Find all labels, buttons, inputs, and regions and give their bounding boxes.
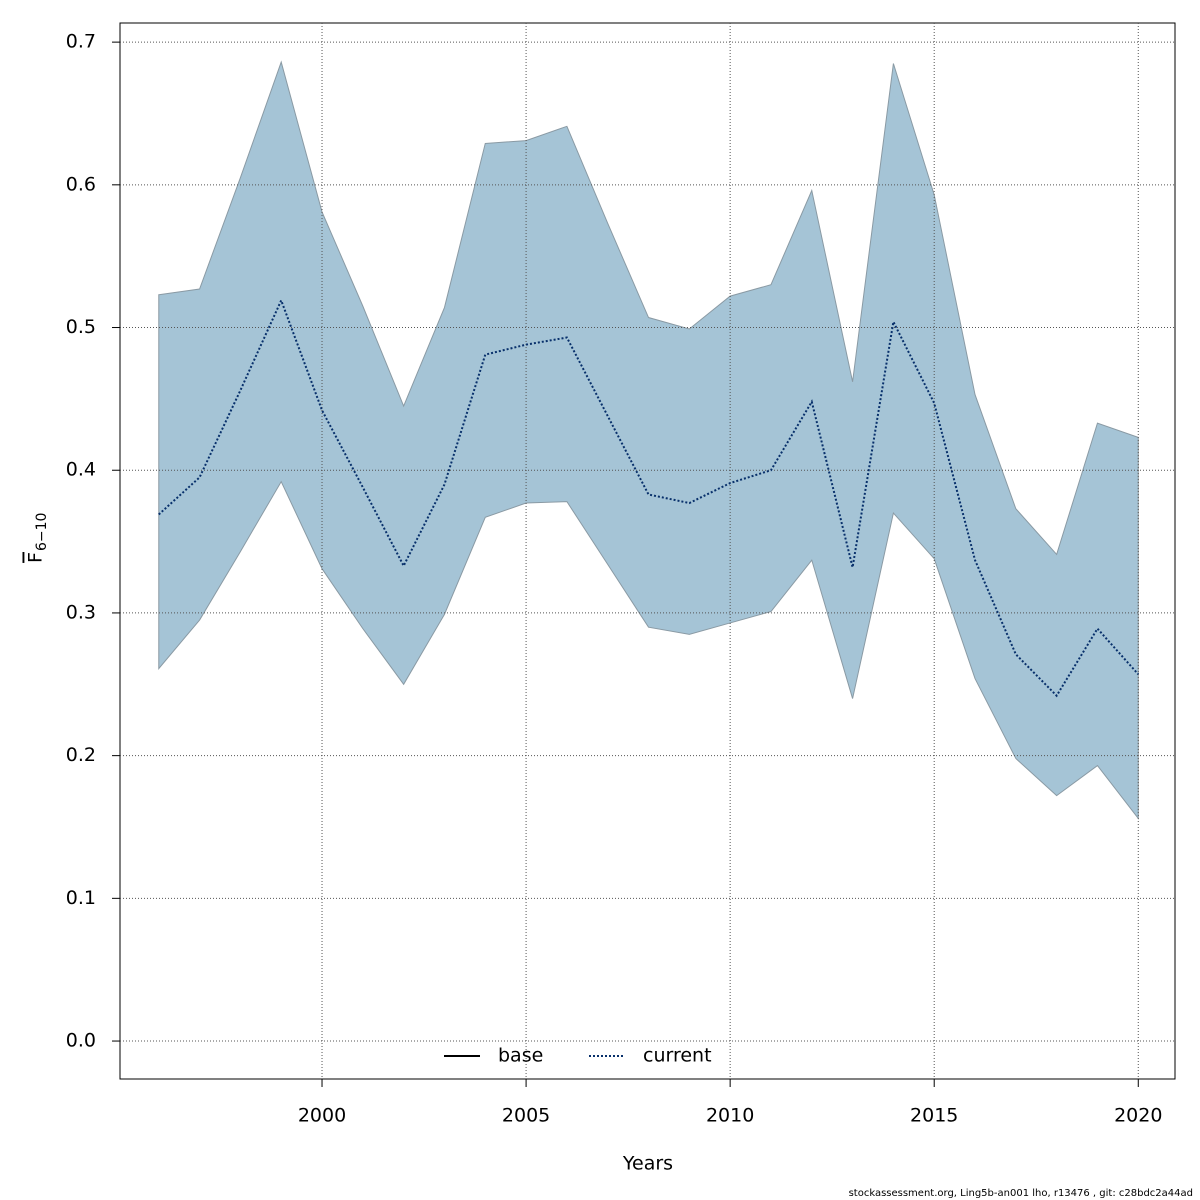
y-axis-label: F 6−10 xyxy=(25,513,51,563)
legend-label: current xyxy=(643,1045,712,1067)
y-tick-label: 0.0 xyxy=(66,1030,96,1052)
y-tick-label: 0.2 xyxy=(66,744,96,766)
plot-frame xyxy=(119,22,1176,1080)
y-tick-label: 0.1 xyxy=(66,887,96,909)
series-line xyxy=(158,297,1140,698)
x-tick-label: 2010 xyxy=(706,1105,754,1127)
confidence-band xyxy=(158,60,1139,820)
y-axis-label-sub: 6−10 xyxy=(34,513,50,551)
x-tick-label: 2005 xyxy=(502,1105,550,1127)
y-axis-label-main: F xyxy=(25,552,47,563)
x-tick-label: 2015 xyxy=(910,1105,958,1127)
footer: stockassessment.org, Ling5b-an001 lho, r… xyxy=(849,1188,1193,1199)
y-tick-label: 0.3 xyxy=(66,601,96,623)
x-axis-label: Years xyxy=(622,1153,673,1175)
y-tick-label: 0.4 xyxy=(66,459,96,481)
x-tick-label: 2000 xyxy=(298,1105,346,1127)
legend-label: base xyxy=(498,1045,543,1067)
x-tick-label: 2020 xyxy=(1114,1105,1162,1127)
y-tick-label: 0.5 xyxy=(66,316,96,338)
y-tick-label: 0.7 xyxy=(66,31,96,53)
y-tick-label: 0.6 xyxy=(66,173,96,195)
